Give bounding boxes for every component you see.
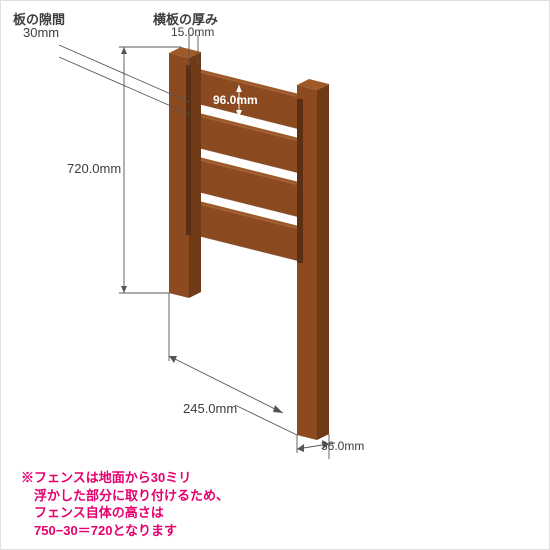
label-total-height: 720.0mm xyxy=(67,161,121,176)
label-depth: 36.0mm xyxy=(321,439,364,453)
post-left-notch xyxy=(186,65,191,235)
fence-isometric-diagram xyxy=(1,1,550,550)
post-left xyxy=(169,47,201,298)
label-width: 245.0mm xyxy=(183,401,237,416)
footnote: ※フェンスは地面から30ミリ 浮かした部分に取り付けるため、 フェンス自体の高さ… xyxy=(21,469,229,539)
label-gap-value: 30mm xyxy=(23,25,59,40)
label-slat-height: 96.0mm xyxy=(213,93,258,107)
label-thickness-value: 15.0mm xyxy=(171,25,214,39)
post-right xyxy=(297,79,329,440)
